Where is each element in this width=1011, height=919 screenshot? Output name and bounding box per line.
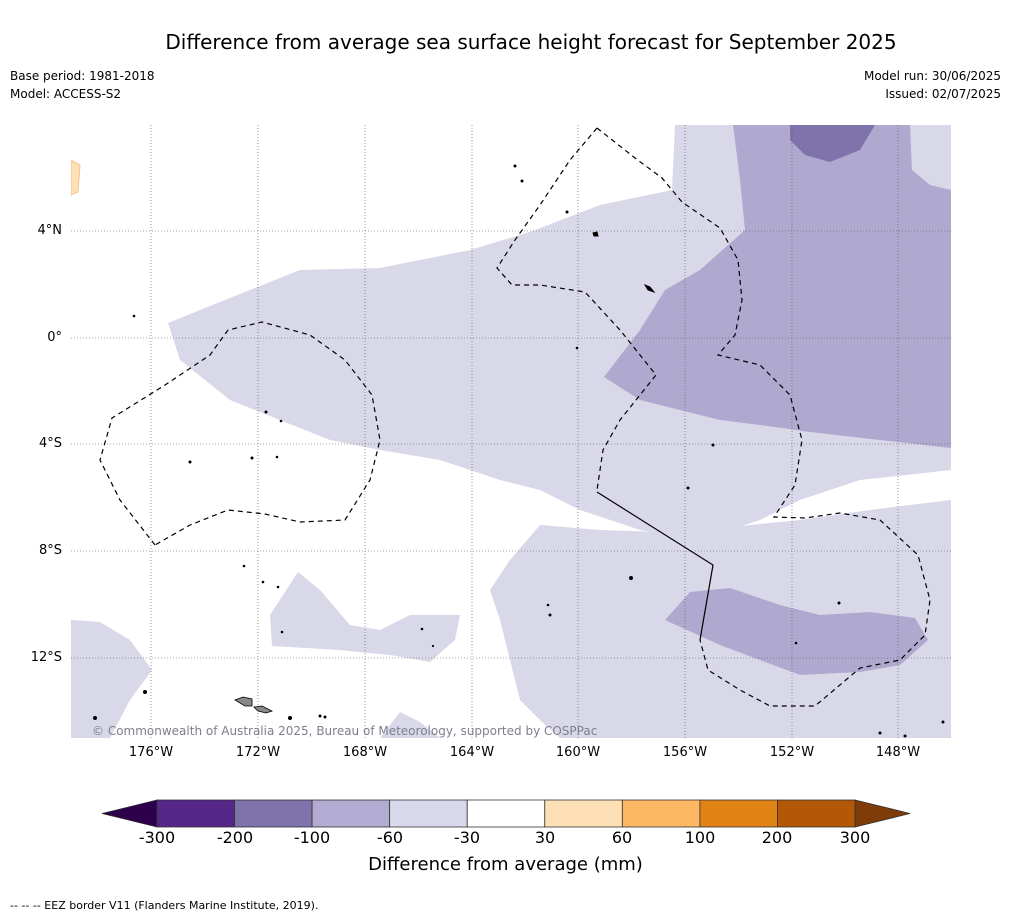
map-fields — [71, 125, 951, 738]
lat-label-0: 0° — [47, 330, 62, 345]
anomaly-region-medium-south — [665, 588, 928, 675]
lon-label-176w: 176°W — [128, 745, 174, 760]
lat-label-4n: 4°N — [37, 223, 63, 238]
colorbar-tick-label: 100 — [684, 828, 716, 847]
copyright-text: © Commonwealth of Australia 2025, Bureau… — [92, 724, 598, 738]
colorbar-segment — [621, 799, 701, 828]
colorbar-segment — [156, 799, 235, 828]
colorbar-segment — [466, 799, 546, 828]
samoa-islands — [234, 696, 274, 714]
colorbar-segment — [389, 799, 468, 828]
colorbar-tick-label: -30 — [453, 828, 481, 847]
model-text: Model: ACCESS-S2 — [10, 87, 122, 101]
boundary-line — [596, 491, 714, 641]
colorbar-segment — [699, 799, 778, 828]
colorbar-label: Difference from average (mm) — [368, 854, 643, 875]
anomaly-region-strong — [790, 125, 875, 162]
meta-right: Model run: 30/06/2025 Issued: 02/07/2025 — [864, 67, 1001, 103]
colorbar-tick-label: -300 — [138, 828, 176, 847]
anomaly-region-light-bottom — [380, 712, 440, 738]
colorbar-tick-label: -100 — [293, 828, 331, 847]
lon-label-148w: 148°W — [875, 745, 921, 760]
anomaly-region-medium — [604, 125, 951, 448]
colorbar-tick-label: 30 — [534, 828, 556, 847]
lon-label-172w: 172°W — [235, 745, 281, 760]
islands — [93, 164, 945, 738]
anomaly-region-light-west — [71, 620, 152, 738]
anomaly-region-light-ne — [910, 125, 951, 190]
colorbar-segment — [544, 799, 623, 828]
model-run-text: Model run: 30/06/2025 — [863, 69, 1001, 83]
colorbar-segment — [234, 799, 313, 828]
lon-label-160w: 160°W — [555, 745, 601, 760]
base-period-text: Base period: 1981-2018 — [10, 69, 155, 83]
colorbar-extend-high — [854, 799, 911, 828]
colorbar-segment — [311, 799, 391, 828]
lat-label-8s: 8°S — [38, 543, 62, 558]
meta-left: Base period: 1981-2018 Model: ACCESS-S2 — [10, 67, 155, 103]
lon-label-156w: 156°W — [662, 745, 708, 760]
colorbar-tick-label: -200 — [216, 828, 254, 847]
colorbar-tick-label: 200 — [761, 828, 793, 847]
lat-label-4s: 4°S — [38, 436, 62, 451]
lon-label-152w: 152°W — [769, 745, 815, 760]
colorbar-tick-label: -60 — [376, 828, 404, 847]
lon-label-168w: 168°W — [342, 745, 388, 760]
chart-title: Difference from average sea surface heig… — [165, 30, 897, 54]
issued-text: Issued: 02/07/2025 — [885, 87, 1001, 101]
footnote: -- -- -- EEZ border V11 (Flanders Marine… — [10, 899, 319, 912]
anomaly-region-positive — [71, 159, 81, 196]
colorbar-extend-low — [101, 799, 158, 828]
eez-borders — [99, 127, 931, 707]
gridlines — [71, 125, 951, 738]
lon-label-164w: 164°W — [449, 745, 495, 760]
colorbar-tick-label: 60 — [611, 828, 633, 847]
lat-label-12s: 12°S — [30, 650, 62, 665]
anomaly-region-light-island — [270, 572, 460, 662]
colorbar-tick-label: 300 — [839, 828, 871, 847]
colorbar-segment — [777, 799, 856, 828]
